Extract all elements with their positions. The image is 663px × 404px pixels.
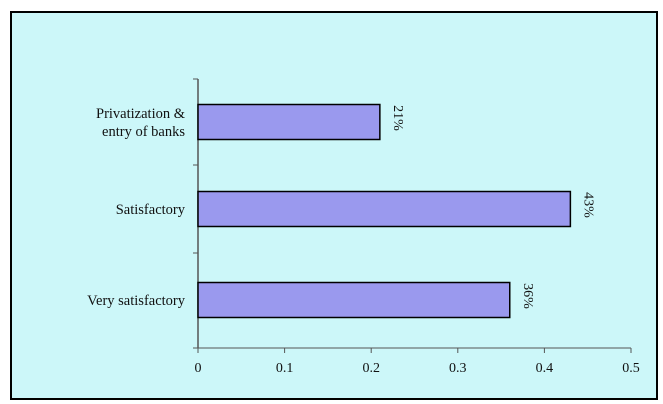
bar-2 (197, 281, 511, 319)
x-tick-label-1: 0.1 (276, 361, 294, 376)
chart-frame: 0 0.1 0.2 0.3 0.4 0.5 Privatization & entry of … (10, 11, 658, 400)
data-label-1: 43% (580, 192, 595, 218)
category-label-1: Satisfactory (116, 202, 186, 218)
bar-0 (197, 103, 381, 141)
bar-1 (197, 190, 572, 228)
x-tick-label-4: 0.4 (536, 361, 554, 376)
data-label-2: 36% (520, 283, 535, 309)
category-label-0-line-0: Privatization & (96, 106, 186, 122)
data-label-0: 21% (390, 105, 405, 131)
partial-heading (0, 0, 420, 6)
x-tick-label-0: 0 (195, 361, 202, 376)
x-tick-label-3: 0.3 (449, 361, 467, 376)
x-tick-label-5: 0.5 (622, 361, 640, 376)
x-tick-label-2: 0.2 (362, 361, 380, 376)
category-label-0-line-1: entry of banks (102, 124, 185, 140)
category-label-2: Very satisfactory (87, 293, 186, 309)
bar-chart: 0 0.1 0.2 0.3 0.4 0.5 Privatization & entry of … (87, 78, 640, 376)
